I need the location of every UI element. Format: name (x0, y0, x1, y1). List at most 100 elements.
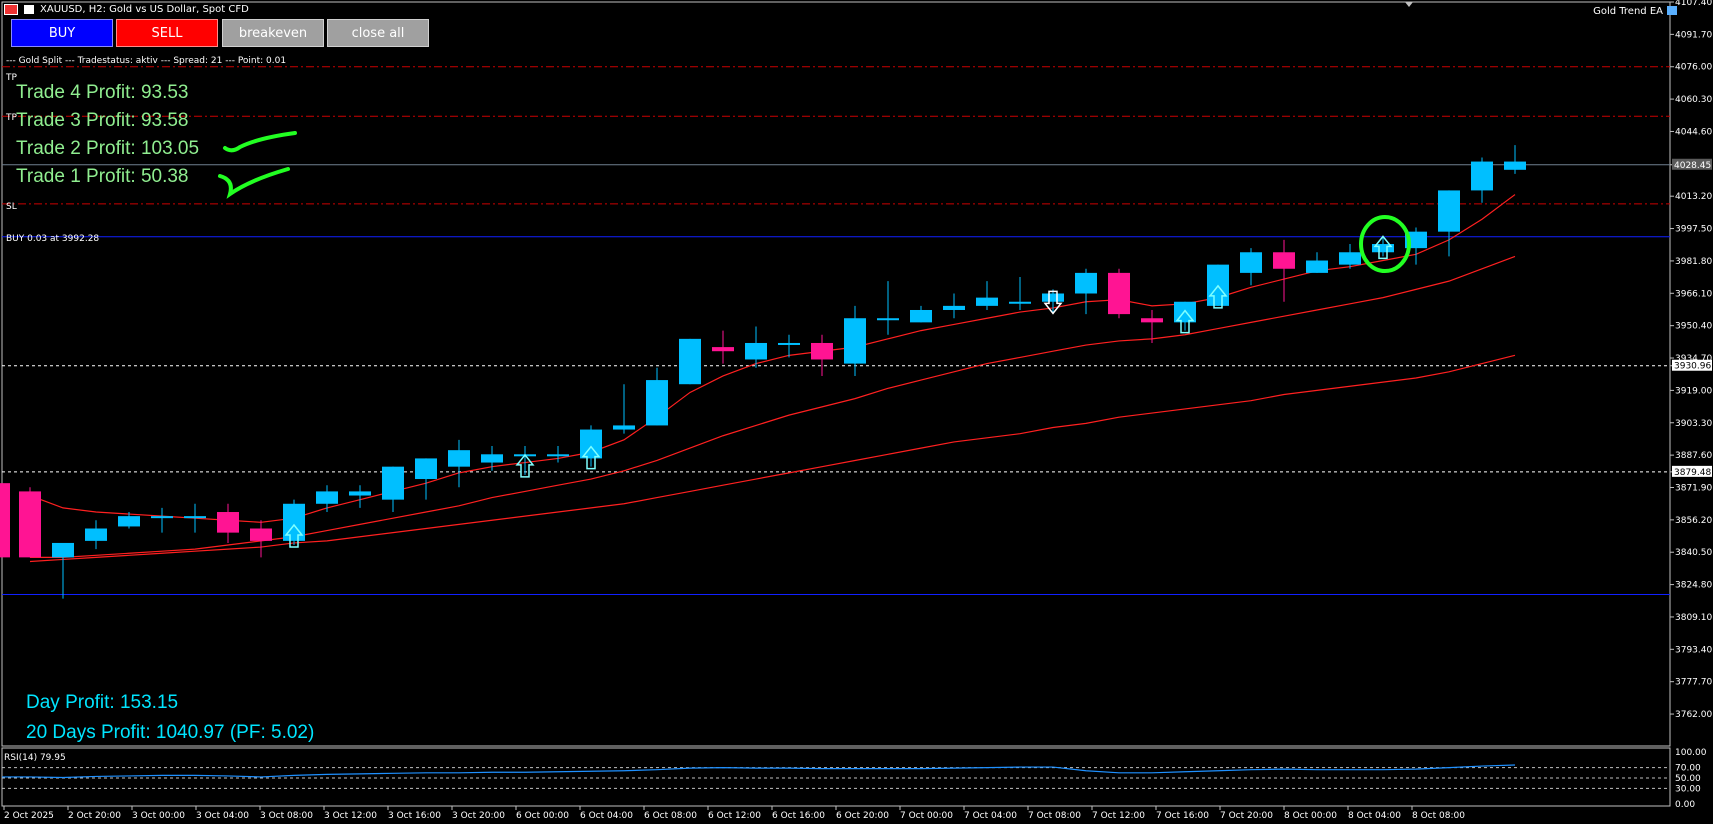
candle-body (712, 347, 734, 352)
candle-body (1273, 252, 1295, 269)
ma-medium-line (30, 255, 1516, 558)
rsi-line (2, 764, 1516, 779)
buy-signal-arrow-icon (284, 523, 304, 548)
x-tick-label: 3 Oct 00:00 (132, 811, 185, 821)
candle-body (1108, 272, 1130, 315)
x-tick-label: 6 Oct 04:00 (580, 811, 633, 821)
chart-type-icon[interactable] (24, 4, 34, 14)
candle-body (811, 342, 833, 360)
chart-shift-marker-icon (1405, 2, 1413, 7)
y-tick-label: 3824.80 (1675, 581, 1712, 591)
y-tick-label: 4060.30 (1675, 95, 1712, 105)
y-tick-label: 3777.70 (1675, 678, 1712, 688)
breakeven-button[interactable]: breakeven (222, 19, 324, 47)
candle-body (613, 425, 635, 430)
candle-body (19, 491, 41, 558)
candle-body (1339, 252, 1361, 265)
y-tick-label: 3871.90 (1675, 483, 1712, 493)
candle-body (1042, 293, 1064, 302)
y-tick-label: 4013.20 (1675, 192, 1712, 202)
candle-body (415, 458, 437, 480)
check-mark-icon (223, 131, 297, 153)
price-tag (1672, 158, 1712, 170)
rsi-tick-label: 100.00 (1675, 748, 1707, 758)
candle-body (1240, 252, 1262, 273)
candle-body (481, 454, 503, 463)
candle-body (976, 297, 998, 306)
y-tick-label: 3840.50 (1675, 548, 1712, 558)
day-profit: Day Profit: 153.15 (26, 692, 179, 713)
x-tick-label: 6 Oct 08:00 (644, 811, 697, 821)
x-tick-label: 6 Oct 12:00 (708, 811, 761, 821)
candle-body (250, 528, 272, 541)
candle-body (745, 342, 767, 360)
y-tick-label: 3919.00 (1675, 386, 1712, 396)
x-tick-label: 6 Oct 16:00 (772, 811, 825, 821)
buy-button[interactable]: BUY (11, 19, 113, 47)
candle-body (910, 309, 932, 323)
chart-title: XAUUSD, H2: Gold vs US Dollar, Spot CFD (40, 3, 249, 15)
candle-body (679, 338, 701, 385)
window-menu-icon[interactable] (4, 3, 18, 15)
tp-label-2: TP (6, 113, 17, 123)
x-tick-label: 8 Oct 00:00 (1284, 811, 1337, 821)
y-tick-label: 3966.10 (1675, 289, 1712, 299)
sell-signal-arrow-icon (1043, 290, 1063, 315)
candle-body (1306, 260, 1328, 273)
candle-body (547, 454, 569, 457)
y-tick-label: 3950.40 (1675, 322, 1712, 332)
candle-body (1075, 272, 1097, 294)
candle-body (184, 516, 206, 519)
tp-label-1: TP (6, 73, 17, 83)
y-tick-label: 3934.70 (1675, 354, 1712, 364)
buy-order-label: BUY 0.03 at 3992.28 (6, 234, 100, 244)
x-tick-label: 3 Oct 16:00 (388, 811, 441, 821)
rsi-tick-label: 50.00 (1675, 774, 1701, 784)
candle-body (382, 466, 404, 500)
x-tick-label: 7 Oct 04:00 (964, 811, 1017, 821)
x-tick-label: 3 Oct 20:00 (452, 811, 505, 821)
trade-3-profit: Trade 3 Profit: 93.58 (16, 110, 189, 131)
sell-button[interactable]: SELL (116, 19, 218, 47)
ma-fast-line (29, 194, 1516, 523)
candle-body (151, 516, 173, 519)
edge-candle (0, 483, 10, 558)
y-tick-label: 3997.50 (1675, 225, 1712, 235)
x-tick-label: 3 Oct 08:00 (260, 811, 313, 821)
price-tag-label: 3879.48 (1674, 468, 1711, 478)
price-panel-frame (1, 1, 1671, 747)
x-tick-label: 3 Oct 12:00 (324, 811, 377, 821)
ea-name: Gold Trend EA (1593, 6, 1663, 17)
price-tag-label: 3930.96 (1674, 362, 1711, 372)
candle-body (1471, 161, 1493, 191)
candle-body (1438, 190, 1460, 232)
candle-body (52, 542, 74, 558)
price-tag-label: 4028.45 (1674, 161, 1711, 171)
rsi-tick-label: 0.00 (1675, 800, 1695, 810)
y-tick-label: 4044.60 (1675, 127, 1712, 137)
y-tick-label: 3903.30 (1675, 419, 1712, 429)
buy-signal-arrow-icon (1208, 284, 1228, 309)
x-tick-label: 7 Oct 08:00 (1028, 811, 1081, 821)
candle-body (316, 491, 338, 504)
candle-body (844, 318, 866, 364)
trade-4-profit: Trade 4 Profit: 93.53 (16, 82, 189, 103)
x-tick-label: 7 Oct 16:00 (1156, 811, 1209, 821)
candle-body (349, 491, 371, 496)
close-all-button[interactable]: close all (327, 19, 429, 47)
y-tick-label: 4091.70 (1675, 30, 1712, 40)
buy-signal-arrow-icon (1175, 309, 1195, 334)
x-tick-label: 8 Oct 08:00 (1412, 811, 1465, 821)
buy-signal-arrow-icon (581, 445, 601, 470)
twenty-days-profit: 20 Days Profit: 1040.97 (PF: 5.02) (26, 722, 315, 743)
status-line: --- Gold Split --- Tradestatus: aktiv --… (6, 56, 287, 66)
ea-hat-icon[interactable] (1667, 6, 1677, 15)
y-tick-label: 4107.40 (1675, 0, 1712, 8)
candle-body (1372, 244, 1394, 253)
trade-1-profit: Trade 1 Profit: 50.38 (16, 166, 189, 187)
y-tick-label: 3809.10 (1675, 613, 1712, 623)
rsi-tick-label: 70.00 (1675, 764, 1701, 774)
candle-body (1009, 301, 1031, 304)
candle-body (1504, 161, 1526, 170)
